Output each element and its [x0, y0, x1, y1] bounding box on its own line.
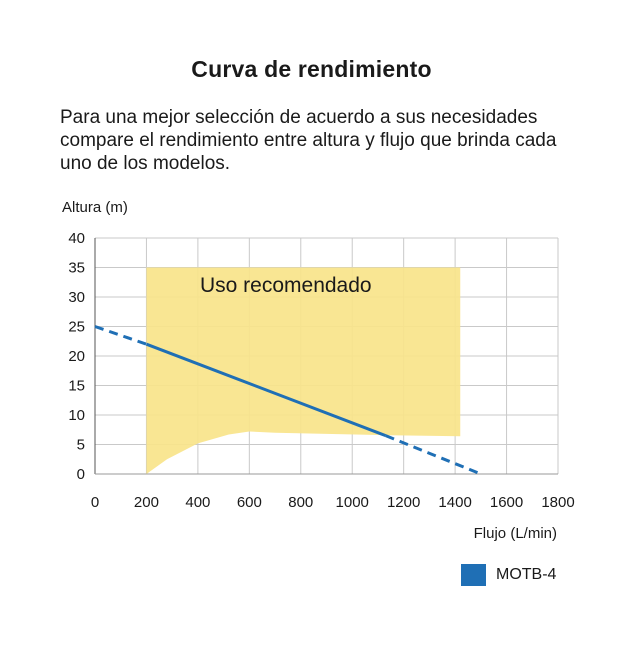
x-tick-label-600: 600	[237, 494, 262, 511]
y-tick-label-40: 40	[68, 230, 85, 247]
y-axis-label: Altura (m)	[62, 199, 128, 216]
x-tick-label-800: 800	[288, 494, 313, 511]
recommended-zone-area	[146, 267, 461, 474]
y-tick-label-20: 20	[68, 348, 85, 365]
series-line-dashed-start	[94, 325, 147, 346]
series-lines	[94, 325, 482, 476]
y-tick-label-5: 5	[77, 437, 85, 454]
chart-title: Curva de rendimiento	[191, 56, 432, 82]
x-tick-label-0: 0	[91, 494, 99, 511]
x-tick-label-200: 200	[134, 494, 159, 511]
y-tick-label-25: 25	[68, 319, 85, 336]
x-tick-label-1200: 1200	[387, 494, 420, 511]
x-tick-label-1800: 1800	[541, 494, 574, 511]
x-tick-label-400: 400	[185, 494, 210, 511]
x-axis-label: Flujo (L/min)	[474, 525, 557, 542]
y-tick-label-10: 10	[68, 407, 85, 424]
x-tick-label-1000: 1000	[336, 494, 369, 511]
x-tick-label-1600: 1600	[490, 494, 523, 511]
chart-description: Para una mejor selección de acuerdo a su…	[60, 107, 557, 174]
recommended-zone: Uso recomendado	[146, 267, 461, 474]
legend-swatch-motb-4	[461, 564, 486, 586]
y-tick-label-35: 35	[68, 260, 85, 277]
series-line-dashed-end	[385, 434, 482, 476]
x-tick-label-1400: 1400	[438, 494, 471, 511]
recommended-zone-label: Uso recomendado	[200, 274, 372, 297]
legend: MOTB-4	[461, 563, 556, 587]
y-tick-label-15: 15	[68, 378, 85, 395]
y-tick-label-0: 0	[77, 466, 85, 483]
series-line-solid	[145, 342, 387, 438]
y-tick-label-30: 30	[68, 289, 85, 306]
legend-label-motb-4: MOTB-4	[496, 566, 557, 583]
